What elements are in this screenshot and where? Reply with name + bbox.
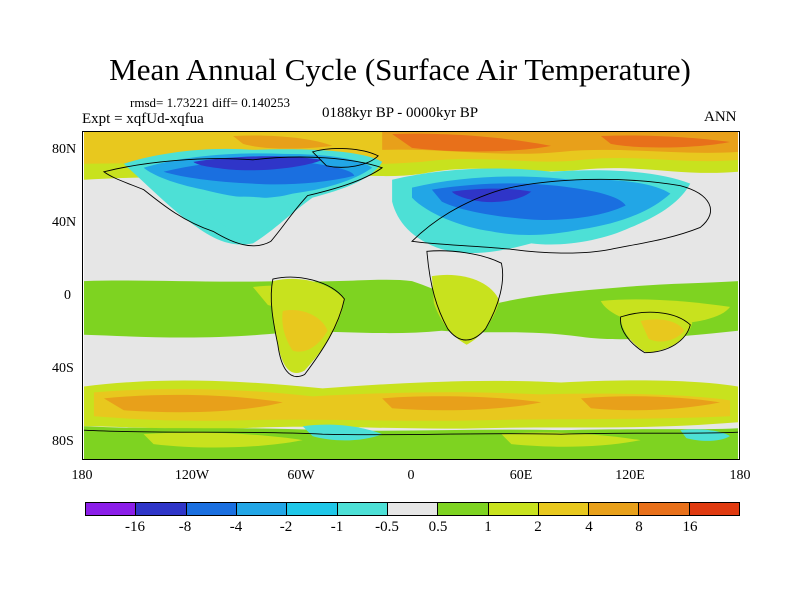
colorbar-box: [538, 503, 590, 515]
colorbar-label: -1: [330, 519, 344, 535]
colorbar-box: [387, 503, 439, 515]
stats-text: rmsd= 1.73221 diff= 0.140253: [130, 95, 290, 110]
lon-label-120e: 120E: [615, 468, 645, 483]
colorbar-box: [438, 503, 489, 515]
colorbar-box: [136, 503, 187, 515]
colorbar-label: -16: [125, 519, 145, 535]
southern-ocean-warming: [84, 380, 738, 429]
colorbar-box: [488, 503, 539, 515]
colorbar-box: [86, 503, 137, 515]
lat-label-80n: 80N: [52, 142, 77, 157]
lat-label-40s: 40S: [52, 361, 74, 376]
colorbar-label: -2: [279, 519, 293, 535]
colorbar-box: [337, 503, 388, 515]
colorbar: [85, 502, 740, 516]
temperature-anomaly-map: [82, 131, 740, 460]
colorbar-label: -8: [178, 519, 192, 535]
lon-label-180w: 180: [71, 468, 93, 483]
colorbar-label: 16: [682, 519, 698, 535]
colorbar-label: 4: [585, 519, 593, 535]
plot-title: Mean Annual Cycle (Surface Air Temperatu…: [109, 52, 691, 87]
period-label: 0188kyr BP - 0000kyr BP: [322, 105, 479, 121]
season-label: ANN: [704, 109, 737, 125]
colorbar-label: -0.5: [375, 519, 399, 535]
lon-label-180e: 180: [729, 468, 751, 483]
colorbar-label: 2: [534, 519, 542, 535]
lat-label-80s: 80S: [52, 434, 74, 449]
colorbar-label: -4: [229, 519, 243, 535]
colorbar-label: 0.5: [428, 519, 448, 535]
lat-label-eq: 0: [64, 288, 71, 303]
lon-label-60e: 60E: [509, 468, 533, 483]
experiment-label: Expt = xqfUd-xqfua: [82, 111, 204, 127]
southern-continents-warming: [271, 274, 693, 374]
colorbar-label: 8: [635, 519, 643, 535]
lon-label-60w: 60W: [287, 468, 315, 483]
colorbar-box: [287, 503, 338, 515]
antarctic-anomaly: [84, 424, 738, 459]
colorbar-box: [689, 503, 740, 515]
coastlines: [83, 148, 739, 436]
lon-label-0: 0: [407, 468, 415, 483]
colorbar-box: [639, 503, 690, 515]
colorbar-label: 1: [484, 519, 492, 535]
colorbar-box: [589, 503, 640, 515]
colorbar-box: [186, 503, 237, 515]
lon-label-120w: 120W: [174, 468, 210, 483]
colorbar-box: [236, 503, 288, 515]
lat-label-40n: 40N: [52, 215, 77, 230]
eurasia-anomaly: [392, 168, 691, 254]
